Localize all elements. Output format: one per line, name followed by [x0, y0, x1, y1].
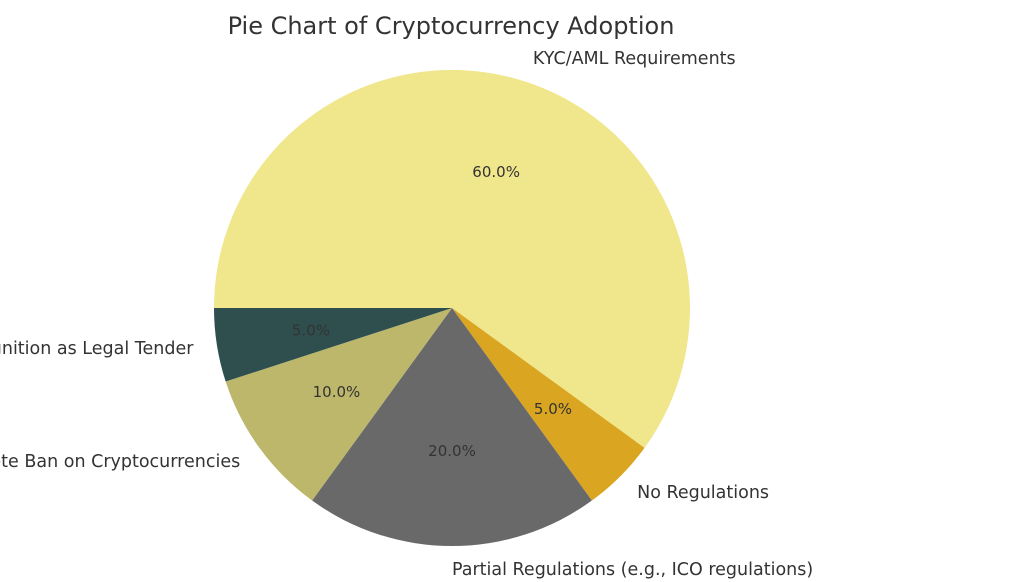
pie-slice-percent-label: 60.0%	[472, 163, 520, 181]
pie-labels: 60.0% KYC/AML Requirements 5.0% No Regulati…	[0, 49, 813, 580]
pie-slice-percent-label: 5.0%	[534, 400, 572, 418]
pie-slice	[225, 308, 452, 501]
pie-slice	[452, 308, 645, 501]
pie-slice-label: Complete Ban on Cryptocurrencies	[0, 452, 240, 472]
pie-slice-label: KYC/AML Requirements	[533, 49, 736, 69]
chart-title: Pie Chart of Cryptocurrency Adoption	[228, 12, 675, 40]
pie-slice-percent-label: 20.0%	[428, 442, 476, 460]
pie-slice-percent-label: 5.0%	[292, 321, 330, 339]
pie-slice	[214, 308, 452, 382]
pie-slices	[214, 70, 690, 547]
pie-slice-label: No Regulations	[637, 483, 769, 503]
pie-slice-percent-label: 10.0%	[313, 383, 361, 401]
pie-slice	[214, 70, 690, 448]
pie-slice-label: Partial Regulations (e.g., ICO regulatio…	[452, 560, 813, 580]
pie-slice	[312, 308, 592, 547]
pie-slice-label: Recognition as Legal Tender	[0, 339, 194, 359]
